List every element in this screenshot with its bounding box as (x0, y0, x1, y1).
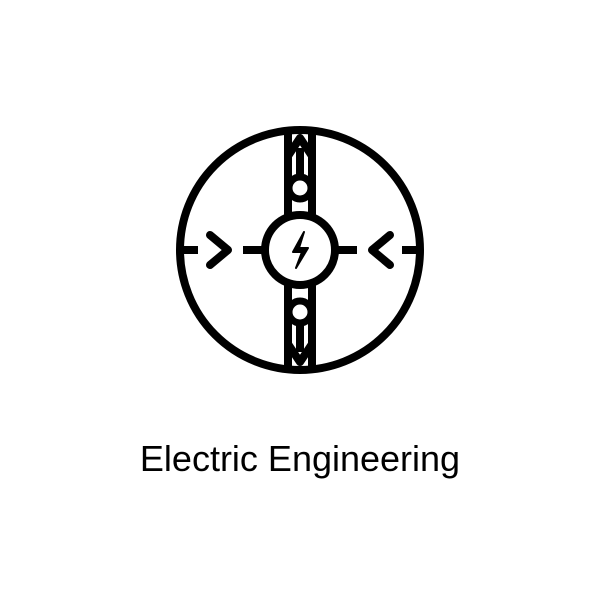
electric-engineering-icon (140, 90, 460, 410)
icon-caption: Electric Engineering (140, 438, 460, 480)
